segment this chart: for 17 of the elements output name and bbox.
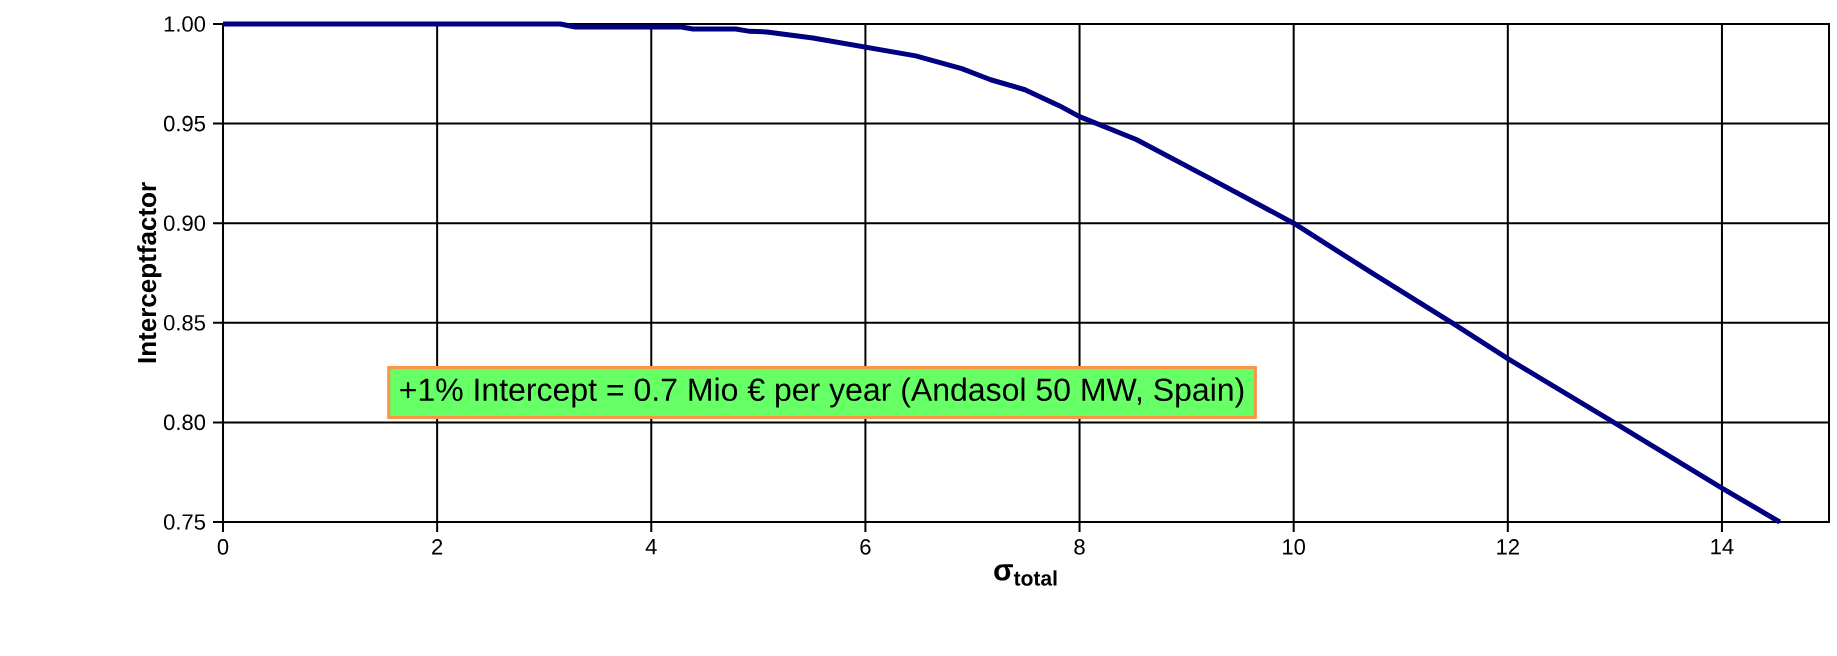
x-tick-label: 10	[1283, 539, 1306, 555]
y-tick-label: 1.00	[164, 16, 206, 32]
y-tick-label: 0.85	[163, 315, 205, 331]
x-tick-label: 0	[217, 539, 229, 555]
y-tick-label: 0.95	[163, 115, 205, 132]
x-tick-label: 2	[432, 539, 443, 555]
x-tick-label: 4	[645, 539, 657, 555]
annotation: +1% Intercept = 0.7 Mio € per year (Andasol 50 MW, Spain)	[400, 377, 1244, 408]
y-axis-title: Interceptfactor	[137, 182, 162, 363]
y-tick-label: 0.75	[163, 514, 205, 530]
x-tick-label: 8	[1074, 539, 1085, 555]
x-tick-label: 14	[1711, 539, 1734, 555]
y-tick-label: 0.90	[163, 215, 206, 231]
y-tick-label: 0.80	[163, 414, 206, 431]
x-axis-title: σ$_{total}$	[994, 564, 1057, 586]
x-tick-label: 12	[1497, 539, 1519, 555]
x-tick-label: 6	[860, 539, 871, 555]
